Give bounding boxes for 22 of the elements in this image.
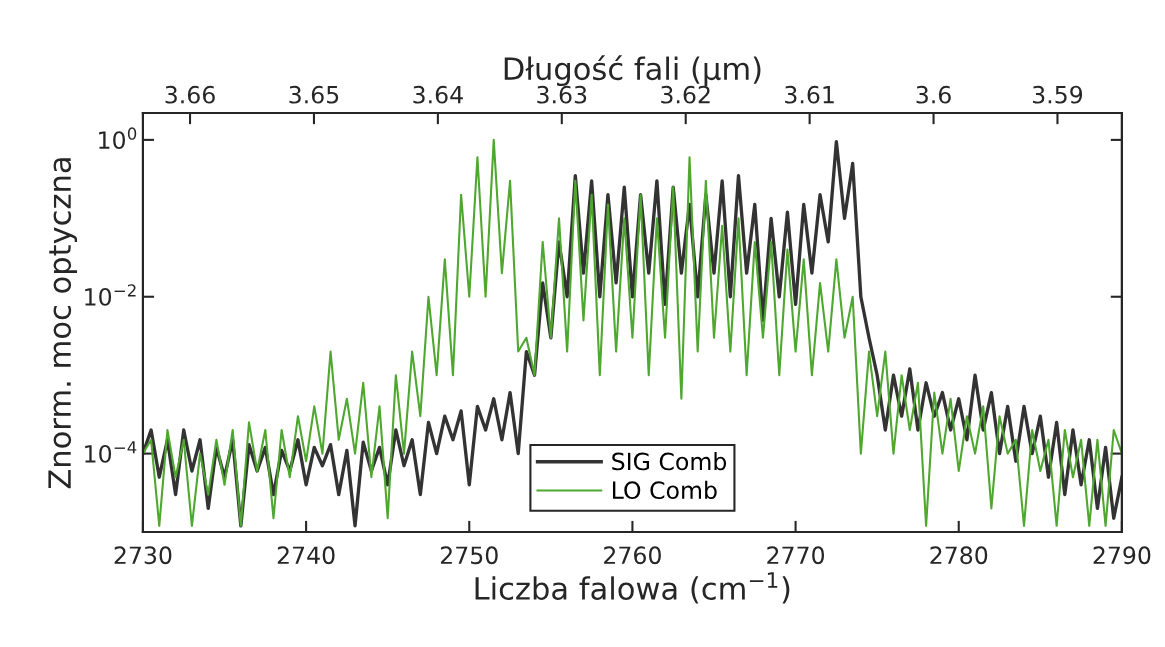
x-tick-label: 2790 <box>1093 546 1151 565</box>
x-tick-label: 2760 <box>604 546 661 565</box>
x-axis-title: Liczba falowa (cm$^{−1}$) <box>475 572 790 604</box>
y-axis-title: Znorm. moc optyczna <box>48 158 78 489</box>
x2-tick-label: 3.64 <box>413 85 463 104</box>
x2-tick-label: 3.63 <box>537 85 587 104</box>
x2-tick-label: 3.62 <box>661 85 710 104</box>
x2-tick-label: 3.59 <box>1032 85 1083 104</box>
x-tick-label: 2740 <box>277 546 335 565</box>
y-tick-label: 10$^{−2}$ <box>85 284 136 306</box>
x-tick-label: 2780 <box>930 546 988 565</box>
legend-label: LO Comb <box>613 480 717 500</box>
x2-tick-label: 3.65 <box>289 85 339 104</box>
x-tick-label: 2770 <box>767 546 825 565</box>
y-tick-label: 10$^{0}$ <box>99 127 137 150</box>
x-tick-label: 2750 <box>440 546 498 565</box>
x2-tick-label: 3.61 <box>785 85 834 104</box>
legend-label: SIG Comb <box>612 452 727 471</box>
x2-tick-label: 3.6 <box>916 85 951 104</box>
y-tick-label: 10$^{−4}$ <box>85 441 137 463</box>
x2-tick-label: 3.66 <box>165 85 215 104</box>
x-tick-label: 2730 <box>114 546 172 565</box>
